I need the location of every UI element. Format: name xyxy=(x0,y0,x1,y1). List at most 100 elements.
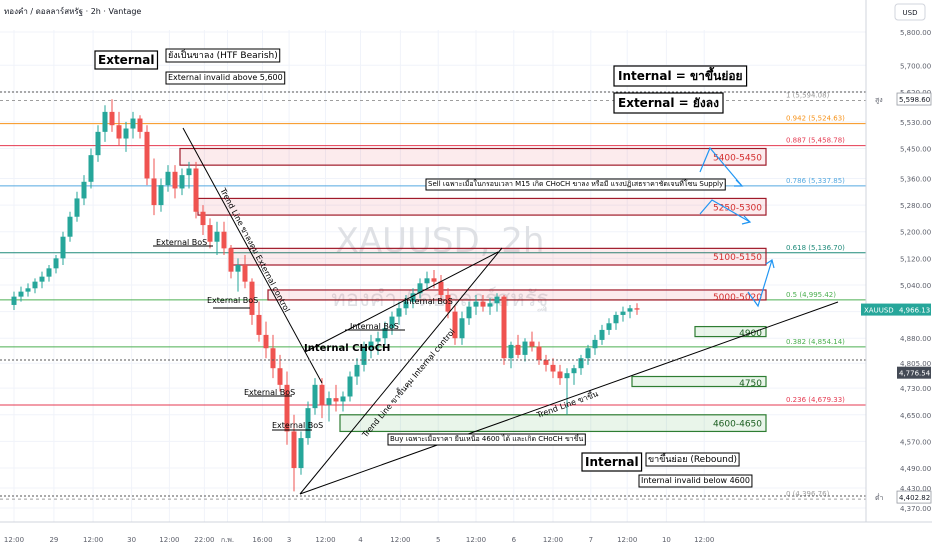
label-internal-choch: Internal CHoCH xyxy=(304,343,390,354)
trend-line-internal xyxy=(299,247,503,495)
candle-body xyxy=(88,155,94,182)
candle-body xyxy=(550,364,556,372)
candle-body xyxy=(137,118,143,132)
fib-label: 0.887 (5,458.78) xyxy=(786,137,845,145)
x-tick-label: 7 xyxy=(589,536,593,544)
x-tick-label: 12:00 xyxy=(315,536,335,544)
x-tick-label: 4 xyxy=(358,536,363,544)
zone-label: 5000-5020 xyxy=(713,293,762,303)
candle-body xyxy=(242,265,248,282)
label-internal: Internal xyxy=(585,455,639,469)
price-badge-bg xyxy=(897,303,931,316)
candle-body xyxy=(11,296,17,305)
candle-body xyxy=(165,171,171,186)
currency-label: USD xyxy=(903,9,918,17)
x-tick-label: 12:00 xyxy=(4,536,24,544)
trend-line-external xyxy=(182,127,323,384)
candle-body xyxy=(508,344,514,359)
candle-body xyxy=(158,185,164,206)
projection-arrow xyxy=(699,146,743,187)
zone-box xyxy=(631,375,767,388)
y-tick-label: 4,730.00 xyxy=(900,385,931,393)
label-buy-note-box xyxy=(387,433,586,446)
candle-body xyxy=(466,306,472,319)
candle-body xyxy=(18,291,24,297)
label-external: External xyxy=(98,53,154,67)
x-tick-label: 12:00 xyxy=(159,536,179,544)
candle-body xyxy=(333,398,339,402)
candle-body xyxy=(445,294,451,312)
candle-body xyxy=(319,384,325,405)
candle-body xyxy=(179,175,185,189)
label-rebound: ขาขึ้นย่อย (Rebound) xyxy=(648,452,737,465)
candle-body xyxy=(312,384,318,409)
y-tick-label: 5,280.00 xyxy=(900,202,931,210)
x-tick-label: 12:00 xyxy=(390,536,410,544)
price-badge-symbol-bg xyxy=(861,303,897,316)
y-tick-label: 4,490.00 xyxy=(900,465,931,473)
zone-label: 5250-5300 xyxy=(713,203,762,213)
label-external-down-box xyxy=(613,92,724,114)
label-htf-bearish: ยังเป็นขาลง (HTF Bearish) xyxy=(168,48,278,61)
x-tick-label: 12:00 xyxy=(466,536,486,544)
candle-body xyxy=(403,301,409,309)
projection-arrow xyxy=(699,199,751,223)
trend-line-up xyxy=(299,301,839,495)
x-tick-label: 30 xyxy=(127,536,136,544)
y-tick-label: 5,450.00 xyxy=(900,146,931,154)
candle-body xyxy=(270,348,276,369)
label-htf-bearish-box xyxy=(165,48,281,63)
candle-body xyxy=(417,283,423,294)
x-tick-label: 22:00 xyxy=(194,536,214,544)
candle-body xyxy=(396,308,402,317)
candle-body xyxy=(144,131,150,179)
candle-body xyxy=(256,314,262,335)
label-internal-invalid-box xyxy=(638,474,753,488)
candle-body xyxy=(228,248,234,272)
zone-box xyxy=(339,414,767,433)
candle-body xyxy=(221,231,227,249)
candle-body xyxy=(480,301,486,307)
candle-body xyxy=(410,293,416,302)
candle-body xyxy=(291,431,297,469)
candle-body xyxy=(172,171,178,189)
y-tick-label: 4,430.00 xyxy=(900,485,931,493)
candle-body xyxy=(186,168,192,176)
candle-body xyxy=(424,278,430,284)
x-tick-label: 12:00 xyxy=(543,536,563,544)
x-tick-label: 5 xyxy=(436,536,440,544)
price-badge-bg xyxy=(896,490,932,504)
zone-box xyxy=(694,325,767,338)
label-rebound-box xyxy=(645,452,740,467)
price-badge-value: 4,402.82 xyxy=(899,494,930,502)
zone-box xyxy=(229,247,767,266)
candle-body xyxy=(375,338,381,342)
fib-label: 0.942 (5,524.63) xyxy=(786,115,845,123)
zone-label: 4900 xyxy=(739,329,762,339)
candle-body xyxy=(368,341,374,349)
candle-body xyxy=(305,408,311,439)
candle-body xyxy=(46,268,52,277)
candle-body xyxy=(39,276,45,282)
label-external-bos: External BoS xyxy=(272,421,323,430)
candle-body xyxy=(494,296,500,304)
zone-box xyxy=(197,197,767,216)
candle-body xyxy=(571,368,577,374)
candle-body xyxy=(193,168,199,212)
label-sell-note-box xyxy=(425,178,726,191)
price-badge-tag: ต่ำ xyxy=(875,493,884,502)
candle-body xyxy=(431,278,437,282)
candle-body xyxy=(354,364,360,377)
candle-body xyxy=(214,231,220,242)
zone-label: 5400-5450 xyxy=(713,153,762,163)
projection-arrowhead xyxy=(765,259,775,269)
zone-box xyxy=(179,147,767,166)
label-buy-note: Buy เฉพาะเมื่อราคา ยืนเหนือ 4600 ได้ และ… xyxy=(390,432,584,443)
candle-body xyxy=(102,111,108,132)
candle-body xyxy=(347,376,353,397)
fib-label: 1 (5,594.08) xyxy=(786,92,830,100)
y-tick-label: 4,805.00 xyxy=(900,360,931,368)
x-tick-label: 10 xyxy=(662,536,671,544)
